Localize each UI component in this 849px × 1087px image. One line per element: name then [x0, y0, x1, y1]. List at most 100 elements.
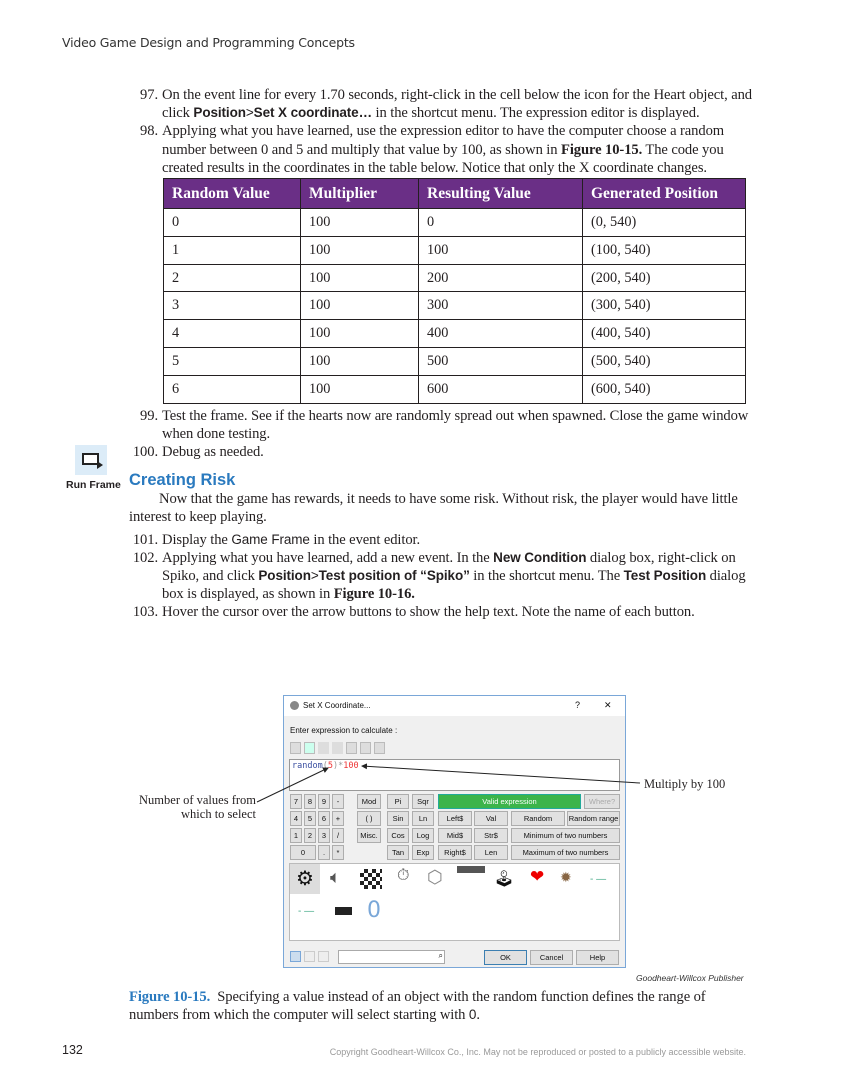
delete-icon[interactable]	[290, 742, 301, 754]
format-icon[interactable]	[374, 742, 385, 754]
list-view-icon[interactable]	[318, 951, 329, 962]
text: in the shortcut menu. The expression edi…	[372, 105, 700, 122]
keypad-button[interactable]: 7	[290, 794, 302, 809]
random-range-button[interactable]: Random range	[567, 811, 620, 826]
keypad-button[interactable]: 4	[290, 811, 302, 826]
storyboard-icon[interactable]	[360, 869, 382, 889]
ok-button[interactable]: OK	[484, 950, 527, 965]
caption-label: Figure 10-15.	[129, 989, 211, 1005]
annotation-multiply: Multiply by 100	[644, 777, 726, 791]
keypad-button[interactable]: 6	[318, 811, 330, 826]
keypad-button[interactable]: 9	[318, 794, 330, 809]
run-frame-label: Run Frame	[66, 479, 121, 491]
keypad-button[interactable]: -	[332, 794, 344, 809]
large-icons-view-icon[interactable]	[290, 951, 301, 962]
menu-ref: Position	[193, 105, 246, 121]
spiko-icon[interactable]: ✹	[560, 869, 572, 885]
string-function-button[interactable]: Mid$	[438, 828, 472, 843]
separator: >	[310, 568, 319, 584]
keypad-button[interactable]: 3	[318, 828, 330, 843]
keypad-button[interactable]: /	[332, 828, 344, 843]
table-cell: 100	[300, 291, 419, 321]
string-function-button[interactable]: Left$	[438, 811, 472, 826]
counter-icon[interactable]	[335, 907, 352, 915]
table-row: 4 100 400 (400, 540)	[163, 319, 746, 348]
expr-paren: )	[332, 761, 339, 771]
joystick-icon[interactable]: 🕹︎	[494, 871, 515, 888]
expression-input[interactable]: random(5)*100	[289, 759, 620, 791]
table-row: 6 100 600 (600, 540)	[163, 374, 746, 404]
function-button[interactable]: Exp	[412, 845, 434, 860]
object-list[interactable]: ⚙ 🔈︎ ⏱︎ ⬡ 🕹︎ ❤ ✹ - — - — 0	[289, 863, 620, 941]
keypad-button[interactable]: 5	[304, 811, 316, 826]
timer-icon[interactable]: ⏱︎	[397, 867, 410, 884]
expr-function: random	[292, 761, 323, 771]
function-button[interactable]: Ln	[412, 811, 434, 826]
keypad-button[interactable]: .	[318, 845, 330, 860]
string-function-button[interactable]: Str$	[474, 828, 508, 843]
function-button[interactable]: Pi	[387, 794, 409, 809]
expr-arg: 5	[327, 761, 333, 771]
random-button[interactable]: Random	[511, 811, 565, 826]
text: On the event line for every 1.70 seconds…	[162, 87, 752, 122]
function-button[interactable]: Sqr	[412, 794, 434, 809]
function-button[interactable]: Mod	[357, 794, 381, 809]
undo-icon[interactable]	[318, 742, 329, 754]
help-button[interactable]: Help	[576, 950, 619, 965]
column-header: Generated Position	[582, 178, 746, 210]
cancel-button[interactable]: Cancel	[530, 950, 573, 965]
string-icon[interactable]: - —	[590, 874, 607, 885]
keypad-button[interactable]: +	[332, 811, 344, 826]
font-smaller-icon[interactable]	[360, 742, 371, 754]
function-button[interactable]: ( )	[357, 811, 381, 826]
text: dialog box, right-click on Spiko, and cl…	[162, 549, 736, 585]
table-cell: 600	[418, 374, 583, 404]
step-number: 102.	[132, 549, 158, 566]
string-function-button[interactable]: Right$	[438, 845, 472, 860]
score-icon[interactable]: 0	[367, 898, 381, 923]
arrow-to-argument	[256, 767, 329, 803]
keypad-button[interactable]: 0	[290, 845, 316, 860]
gears-icon[interactable]: ⚙	[290, 864, 320, 894]
table-cell: 3	[163, 291, 301, 321]
function-button[interactable]: Cos	[387, 828, 409, 843]
step-101: 101. Display the Game Frame in the event …	[133, 531, 754, 549]
figure-credit: Goodheart-Willcox Publisher	[636, 973, 744, 983]
function-button[interactable]: Tan	[387, 845, 409, 860]
table-cell: 0	[418, 208, 583, 237]
font-larger-icon[interactable]	[346, 742, 357, 754]
max-button[interactable]: Maximum of two numbers	[511, 845, 620, 860]
create-object-icon[interactable]: ⬡	[427, 867, 443, 887]
step-102: 102. Applying what you have learned, add …	[133, 549, 754, 604]
caption-text: Specifying a value instead of an object …	[129, 989, 706, 1024]
search-input[interactable]: ⌕	[338, 950, 445, 964]
table-cell: 100	[300, 235, 419, 265]
close-icon[interactable]: ✕	[604, 700, 612, 710]
min-button[interactable]: Minimum of two numbers	[511, 828, 620, 843]
keypad-button[interactable]: *	[332, 845, 344, 860]
string-function-button[interactable]: Len	[474, 845, 508, 860]
table-cell: 1	[163, 235, 301, 265]
keyboard-icon[interactable]	[457, 866, 485, 873]
step-number: 100.	[132, 444, 158, 460]
speaker-icon[interactable]: 🔈︎	[330, 867, 341, 887]
heart-icon[interactable]: ❤	[530, 867, 545, 886]
function-button[interactable]: Sin	[387, 811, 409, 826]
function-button[interactable]: Log	[412, 828, 434, 843]
expr-number: 100	[343, 761, 359, 771]
keypad-button[interactable]: 8	[304, 794, 316, 809]
small-icons-view-icon[interactable]	[304, 951, 315, 962]
where-button[interactable]: Where?	[584, 794, 620, 809]
keypad-button[interactable]: 2	[304, 828, 316, 843]
table-cell: (100, 540)	[582, 235, 746, 265]
help-icon[interactable]: ?	[575, 700, 581, 710]
keypad-button[interactable]: 1	[290, 828, 302, 843]
function-button[interactable]: Misc.	[357, 828, 381, 843]
string-icon[interactable]: - —	[298, 906, 315, 917]
insert-icon[interactable]	[304, 742, 315, 754]
redo-icon[interactable]	[332, 742, 343, 754]
table-row: 1 100 100 (100, 540)	[163, 235, 746, 265]
copyright: Copyright Goodheart-Willcox Co., Inc. Ma…	[329, 1047, 746, 1057]
string-function-button[interactable]: Val	[474, 811, 508, 826]
